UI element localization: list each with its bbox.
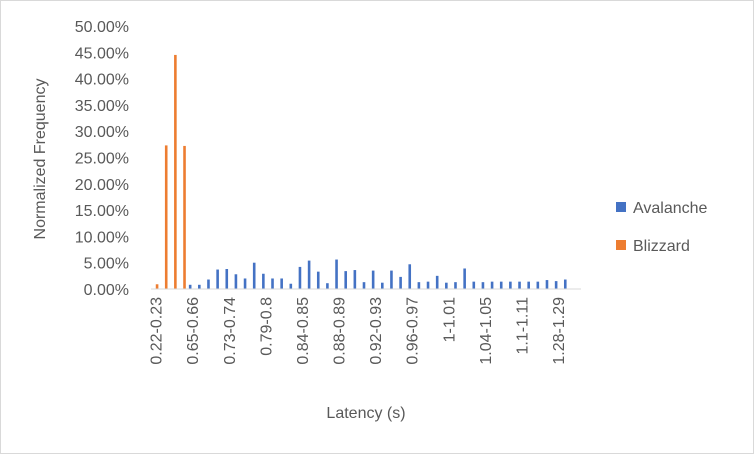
x-tick-label: 0.65-0.66 (185, 297, 202, 365)
bars (155, 54, 567, 290)
bar-avalanche (463, 268, 466, 289)
bar-avalanche (399, 276, 402, 289)
bar-avalanche (298, 266, 302, 289)
bar-blizzard (174, 54, 177, 290)
x-tick-label: 0.22-0.23 (149, 297, 166, 365)
bar-avalanche (490, 281, 494, 289)
y-tick-label: 25.00% (75, 151, 129, 168)
bar-avalanche (188, 284, 192, 289)
legend-label-blizzard: Blizzard (633, 238, 690, 255)
bar-avalanche (316, 271, 320, 289)
legend-swatch-avalanche (616, 202, 626, 212)
bar-avalanche (499, 281, 503, 289)
bar-avalanche (545, 280, 549, 289)
bar-blizzard (183, 145, 186, 289)
y-tick-label: 40.00% (75, 72, 129, 89)
bar-blizzard (164, 145, 168, 289)
bar-avalanche (445, 282, 448, 289)
x-tick-label: 0.88-0.89 (332, 297, 349, 365)
x-axis-title: Latency (s) (326, 405, 405, 422)
bar-avalanche (426, 281, 430, 289)
legend: Avalanche Blizzard (616, 200, 708, 255)
bar-avalanche (234, 274, 238, 289)
y-axis-ticks: 0.00% 5.00% 10.00% 15.00% 20.00% 25.00% 30.00%… (75, 19, 129, 299)
bar-avalanche (198, 284, 201, 289)
x-tick-label: 1-1.01 (441, 297, 458, 342)
legend-swatch-blizzard (616, 240, 626, 250)
y-tick-label: 15.00% (75, 203, 129, 220)
bar-avalanche (262, 273, 265, 289)
bar-avalanche (408, 264, 412, 289)
bar-avalanche (353, 270, 357, 289)
x-tick-label: 1.04-1.05 (478, 297, 495, 365)
y-axis-title: Normalized Frequency (32, 79, 49, 240)
bar-avalanche (563, 279, 567, 289)
bar-avalanche (435, 275, 439, 289)
bar-avalanche (362, 282, 366, 289)
bar-avalanche (390, 270, 393, 289)
bar-avalanche (527, 281, 530, 289)
y-tick-label: 0.00% (84, 282, 129, 299)
y-tick-label: 20.00% (75, 177, 129, 194)
bar-avalanche (509, 281, 512, 289)
x-tick-label: 0.84-0.85 (295, 297, 312, 365)
bar-avalanche (481, 282, 485, 289)
y-tick-label: 45.00% (75, 45, 129, 62)
bar-avalanche (243, 278, 247, 289)
y-tick-label: 50.00% (75, 19, 129, 36)
bar-avalanche (381, 282, 384, 289)
bar-avalanche (225, 269, 229, 289)
bar-avalanche (335, 259, 338, 289)
legend-label-avalanche: Avalanche (633, 200, 708, 217)
x-tick-label: 1.28-1.29 (551, 297, 568, 365)
bar-avalanche (289, 283, 293, 289)
bar-avalanche (417, 282, 421, 289)
y-tick-label: 35.00% (75, 98, 129, 115)
bar-avalanche (454, 282, 457, 289)
y-tick-label: 5.00% (84, 256, 129, 273)
bar-avalanche (344, 271, 347, 289)
x-tick-label: 0.92-0.93 (368, 297, 385, 365)
x-axis-ticks: 0.22-0.23 0.65-0.66 0.73-0.74 0.79-0.8 0.84-… (149, 297, 569, 365)
x-tick-label: 0.73-0.74 (222, 297, 239, 365)
bar-avalanche (252, 262, 256, 289)
x-tick-label: 0.96-0.97 (405, 297, 422, 365)
bar-avalanche (472, 281, 476, 289)
y-tick-label: 30.00% (75, 124, 129, 141)
bar-avalanche (518, 281, 521, 289)
bar-avalanche (280, 278, 283, 289)
bar-avalanche (554, 281, 558, 289)
bar-avalanche (371, 270, 375, 289)
bar-avalanche (207, 279, 210, 289)
bar-avalanche (271, 278, 274, 289)
bar-avalanche (326, 283, 329, 289)
bar-blizzard (155, 284, 159, 289)
bar-avalanche (536, 281, 540, 289)
y-tick-label: 10.00% (75, 229, 129, 246)
bar-avalanche (216, 269, 219, 289)
x-tick-label: 0.79-0.8 (258, 297, 275, 356)
x-tick-label: 1.1-1.11 (515, 297, 532, 355)
bar-avalanche (307, 260, 311, 289)
